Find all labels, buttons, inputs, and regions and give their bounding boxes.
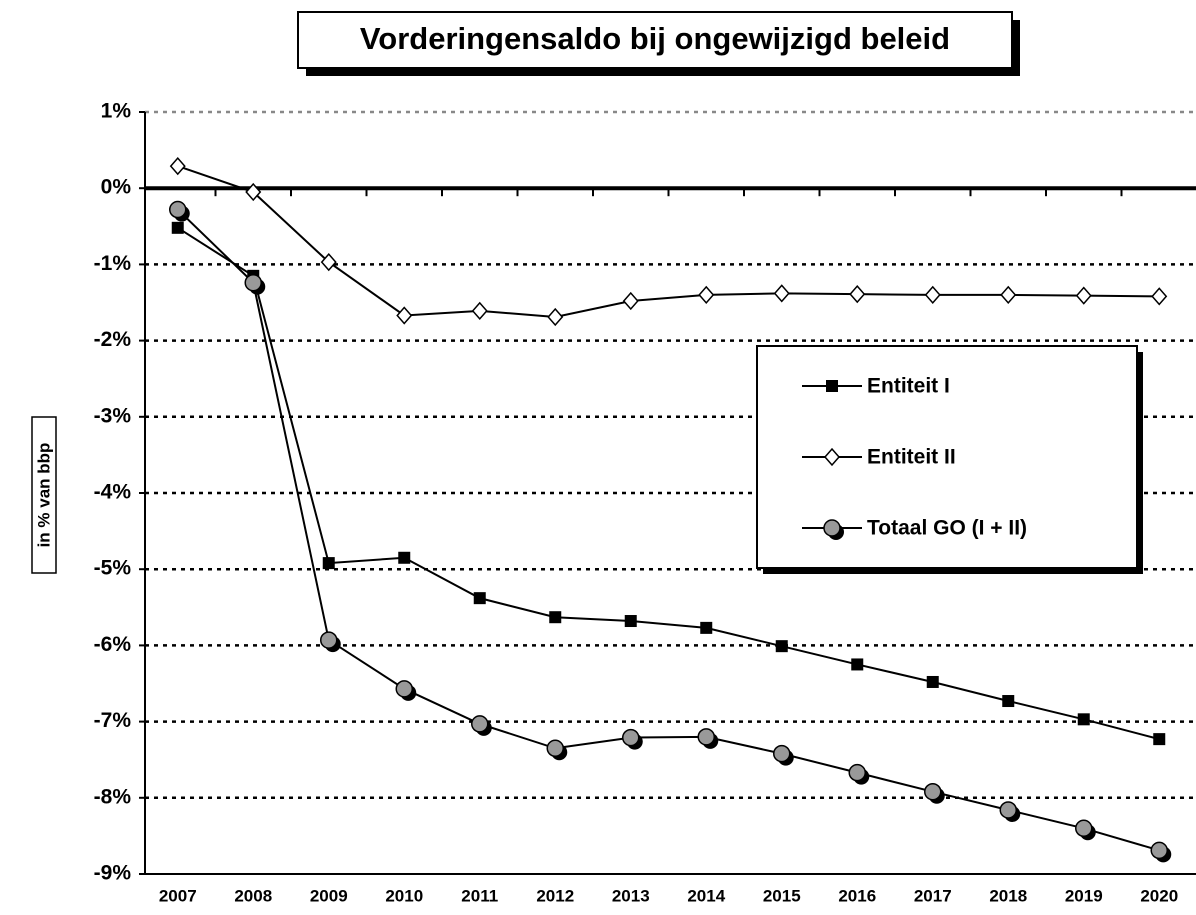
x-tick-label: 2017 [914, 886, 952, 905]
data-point [1075, 286, 1092, 305]
marker-face [823, 519, 841, 537]
chart-title: Vorderingensaldo bij ongewijzigd beleid [360, 21, 950, 56]
data-point [396, 306, 413, 325]
data-point [924, 285, 941, 305]
data-point [624, 615, 637, 628]
x-tick-label: 2009 [310, 886, 348, 905]
data-point [171, 221, 184, 234]
y-tick-label: -1% [94, 252, 132, 275]
data-point [1151, 287, 1168, 306]
data-point [473, 592, 486, 605]
data-point [398, 551, 411, 564]
marker-face [924, 782, 942, 801]
data-point [924, 782, 945, 804]
data-point [851, 658, 864, 671]
x-tick-label: 2020 [1140, 886, 1178, 905]
series-line [177, 226, 1160, 741]
y-label-box [31, 416, 57, 574]
legend-marker [826, 380, 838, 392]
data-point [320, 631, 341, 653]
data-point [395, 680, 417, 701]
legend-label: Entiteit I [867, 375, 950, 398]
marker-face [773, 744, 791, 763]
data-point [1000, 285, 1017, 305]
data-point [320, 252, 337, 272]
y-axis-label: in % van bbp [34, 443, 53, 548]
title-box [297, 11, 1013, 69]
marker-face [546, 739, 564, 758]
data-point [1150, 841, 1172, 863]
y-tick-label: -4% [94, 481, 132, 504]
data-point [546, 739, 568, 761]
data-point [698, 285, 715, 305]
data-point [848, 763, 870, 785]
x-tick-label: 2019 [1065, 886, 1103, 905]
legend-label: Totaal GO (I + II) [867, 517, 1027, 540]
marker-face [622, 728, 640, 747]
data-point [622, 728, 643, 750]
y-tick-label: -8% [94, 785, 132, 808]
x-tick-label: 2011 [461, 886, 498, 905]
marker-face [395, 680, 413, 698]
data-point [1075, 819, 1096, 841]
data-point [697, 728, 719, 749]
marker-face [320, 631, 338, 649]
data-point [1002, 695, 1015, 708]
x-tick-label: 2018 [989, 886, 1027, 905]
marker-face [1075, 819, 1093, 838]
marker-face [999, 801, 1017, 819]
data-point [1153, 733, 1166, 746]
data-point [547, 307, 564, 327]
x-tick-label: 2015 [763, 886, 801, 905]
y-tick-label: -6% [94, 633, 132, 656]
legend-marker [823, 519, 844, 540]
x-tick-label: 2012 [536, 886, 574, 905]
x-tick-label: 2014 [687, 886, 725, 905]
data-point [1077, 713, 1090, 726]
marker-face [169, 200, 187, 219]
data-point [775, 640, 788, 653]
legend-label: Entiteit II [867, 446, 956, 469]
x-tick-label: 2016 [838, 886, 876, 905]
data-point [169, 156, 186, 176]
data-point [244, 273, 266, 295]
y-tick-label: 0% [101, 176, 132, 199]
y-tick-label: -7% [94, 709, 132, 732]
legend-marker [824, 447, 840, 467]
x-tick-label: 2010 [385, 886, 423, 905]
data-point [700, 621, 713, 634]
y-tick-label: -5% [94, 557, 132, 580]
y-tick-label: 1% [101, 100, 132, 123]
y-label-group: in % van bbp [31, 416, 57, 574]
data-point [322, 557, 335, 570]
data-point [773, 744, 794, 766]
data-point [169, 200, 190, 222]
data-point [773, 284, 790, 303]
data-point [471, 715, 492, 736]
marker-face [244, 273, 262, 292]
marker-face [1150, 841, 1168, 860]
y-tick-label: -3% [94, 404, 132, 427]
data-point [549, 611, 562, 624]
x-tick-label: 2008 [234, 886, 272, 905]
data-point [245, 182, 262, 202]
data-point [999, 801, 1021, 822]
data-point [471, 301, 488, 321]
data-point [926, 675, 939, 688]
series-line [177, 208, 1160, 852]
marker-face [471, 715, 489, 733]
marker-face [697, 728, 715, 746]
legend [756, 345, 1138, 569]
y-tick-label: -9% [94, 862, 132, 885]
y-tick-label: -2% [94, 328, 132, 351]
data-point [622, 291, 639, 311]
x-tick-label: 2013 [612, 886, 650, 905]
x-tick-label: 2007 [159, 886, 197, 905]
marker-face [848, 763, 866, 782]
data-point [849, 284, 866, 304]
series-line [177, 165, 1160, 318]
